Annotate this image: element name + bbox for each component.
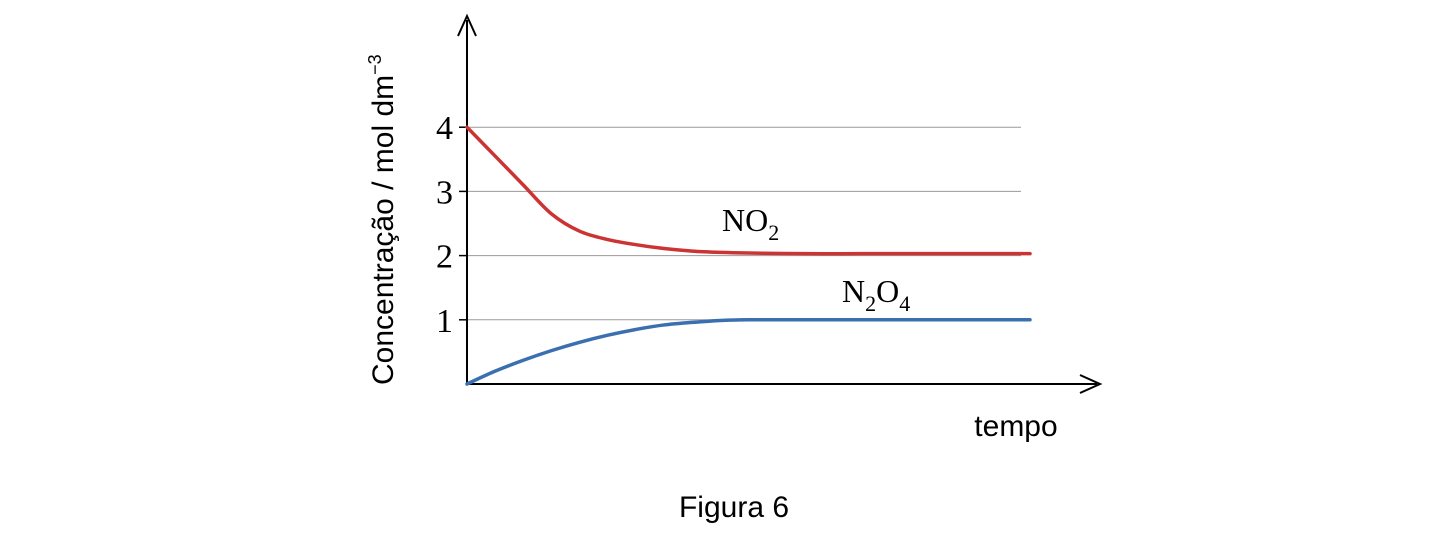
y-axis-arrowhead [457,13,477,37]
y-tick-label: 4 [436,110,453,147]
y-ticks: 1 2 3 4 [436,110,467,340]
x-axis-label: tempo [974,410,1057,443]
y-tick-label: 2 [436,239,453,276]
y-tick-label: 1 [436,303,453,340]
axes [457,13,1103,394]
series-lines [465,125,1032,386]
y-axis-label: Concentração / mol dm−3 [365,54,400,385]
series-label-n2o4: N2O4 [842,273,910,316]
series-label-no2: NO2 [722,202,779,245]
series-line-n2o4 [465,318,1032,386]
y-tick-label: 3 [436,174,453,211]
series-line-no2 [465,125,1032,256]
y-axis-label-text: Concentração / mol dm [367,75,400,385]
series-label-n2o4-n: N [842,273,865,309]
series-label-n2o4-sub1: 2 [865,291,876,316]
series-label-no2-main: NO [722,202,768,238]
series-label-n2o4-sub2: 4 [899,291,910,316]
figure-caption: Figura 6 [679,491,789,524]
x-axis-arrowhead [1079,374,1103,394]
series-label-no2-sub: 2 [768,220,779,245]
series-label-n2o4-o: O [876,273,899,309]
y-axis-label-exponent: −3 [365,54,385,75]
